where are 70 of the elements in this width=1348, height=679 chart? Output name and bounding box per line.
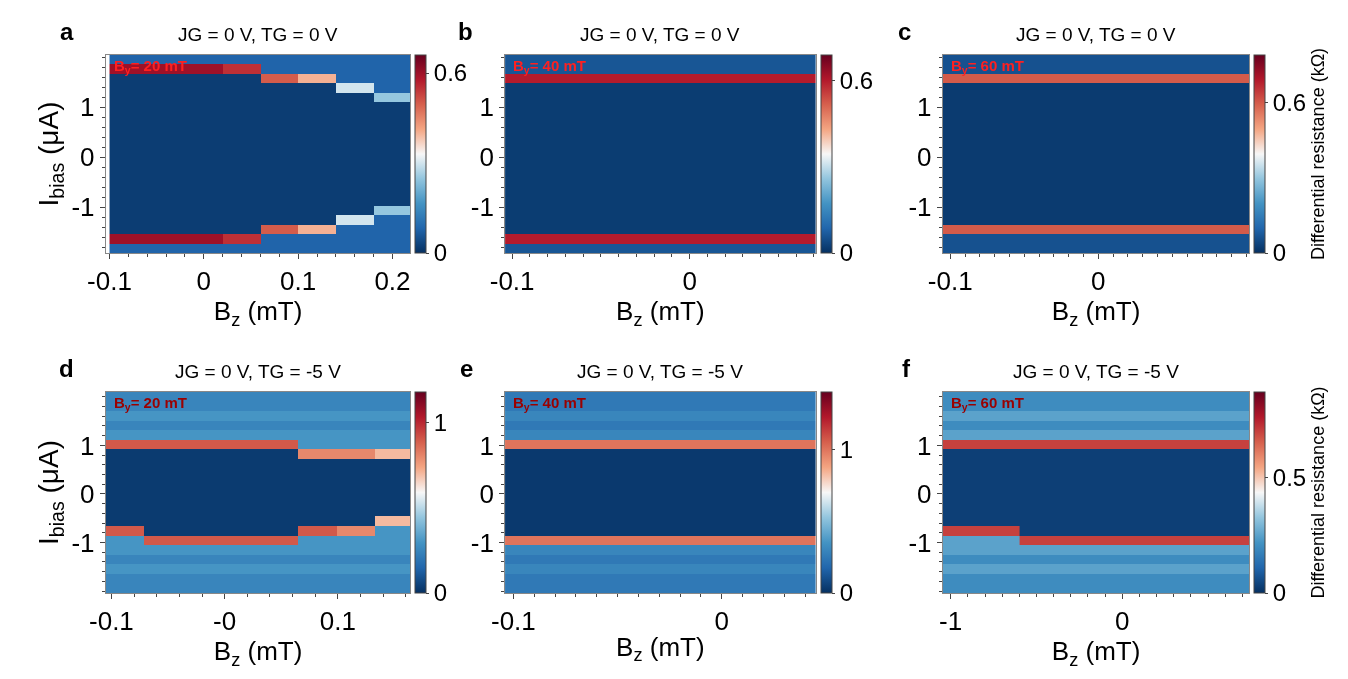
color-bar-label: 0.6 — [839, 67, 874, 95]
chart-title: JG = 0 V, TG = -5 V — [577, 361, 744, 382]
y-tick-label: 0 — [917, 142, 932, 173]
y-tick-label: 0 — [80, 142, 95, 173]
y-tick-label: -1 — [470, 527, 494, 558]
color-bar-label: 0 — [1272, 239, 1287, 267]
x-axis-title: B$_{z}$ (mT) — [213, 296, 303, 330]
y-tick-label: -1 — [908, 192, 932, 223]
x-tick-label: -0.1 — [489, 266, 535, 297]
y-tick-label: -1 — [71, 192, 95, 223]
y-tick-label: -1 — [470, 192, 494, 223]
annotation: B$_{y}$= 60 mT — [951, 394, 1024, 414]
text: a — [60, 18, 74, 45]
chart-title: JG = 0 V, TG = 0 V — [580, 24, 740, 45]
color-bar-label: 0 — [839, 239, 854, 267]
x-tick-label: 0.1 — [280, 266, 317, 297]
x-axis-title: B$_{z}$ (mT) — [1051, 296, 1141, 330]
y-tick-label: 1 — [917, 92, 932, 123]
color-bar-label: 0 — [433, 579, 448, 607]
text: d — [59, 355, 74, 382]
y-tick-label: 1 — [80, 430, 95, 461]
x-tick-label: -1 — [939, 606, 963, 637]
y-tick-label: 1 — [917, 430, 932, 461]
y-tick-label: 0 — [917, 479, 932, 510]
x-tick-label: -0.1 — [490, 606, 536, 637]
x-tick-label: 0 — [1091, 266, 1106, 297]
color-bar-label: 1 — [839, 435, 854, 463]
x-tick-label: 0 — [682, 266, 697, 297]
text: f — [902, 355, 911, 382]
x-tick-label: 0 — [714, 606, 730, 637]
color-bar-label: 0.6 — [433, 59, 468, 87]
y-tick-label: 0 — [80, 479, 95, 510]
color-bar-label: 0.6 — [1272, 89, 1307, 117]
text: e — [460, 355, 474, 382]
x-tick-label: 0 — [1115, 606, 1130, 637]
text: b — [458, 18, 473, 45]
x-axis-title: B$_{z}$ (mT) — [213, 636, 303, 670]
x-tick-label: -0.1 — [927, 266, 973, 297]
y-tick-label: 1 — [479, 92, 494, 123]
color-bar-label: 0 — [433, 239, 448, 267]
y-tick-label: 0 — [479, 479, 494, 510]
annotation: B$_{y}$= 40 mT — [513, 394, 586, 414]
color-bar-label: 0 — [839, 579, 854, 607]
y-tick-label: 1 — [479, 430, 494, 461]
chart-title: JG = 0 V, TG = 0 V — [178, 24, 338, 45]
x-tick-label: -0.1 — [89, 606, 134, 637]
x-tick-label: 0.1 — [319, 606, 356, 637]
x-tick-label: -0.1 — [87, 266, 132, 297]
x-axis-title: B$_{z}$ (mT) — [616, 296, 705, 330]
y-tick-label: -1 — [71, 527, 95, 558]
x-axis-title: B$_{z}$ (mT) — [1051, 636, 1141, 670]
text: c — [898, 18, 912, 45]
x-tick-label: -0 — [213, 606, 237, 637]
annotation: B$_{y}$= 40 mT — [513, 57, 586, 77]
color-bar-label: 0.5 — [1272, 463, 1307, 491]
x-tick-label: 0 — [196, 266, 212, 297]
color-bar-label: 0 — [1272, 579, 1287, 607]
annotation: B$_{y}$= 60 mT — [951, 57, 1024, 77]
chart-title: JG = 0 V, TG = 0 V — [1016, 24, 1176, 45]
color-bar-title: Differential resistance (kΩ) — [1308, 386, 1329, 599]
y-tick-label: -1 — [908, 527, 932, 558]
color-bar-title: Differential resistance (kΩ) — [1308, 47, 1329, 261]
y-tick-label: 0 — [479, 142, 494, 173]
x-axis-title: B$_{z}$ (mT) — [616, 631, 705, 666]
chart-title: JG = 0 V, TG = -5 V — [1013, 361, 1180, 382]
y-tick-label: 1 — [80, 92, 95, 123]
chart-title: JG = 0 V, TG = -5 V — [175, 361, 342, 382]
color-bar-label: 1 — [433, 409, 448, 437]
x-tick-label: 0.2 — [374, 266, 411, 297]
annotation: B$_{y}$= 20 mT — [114, 394, 187, 414]
